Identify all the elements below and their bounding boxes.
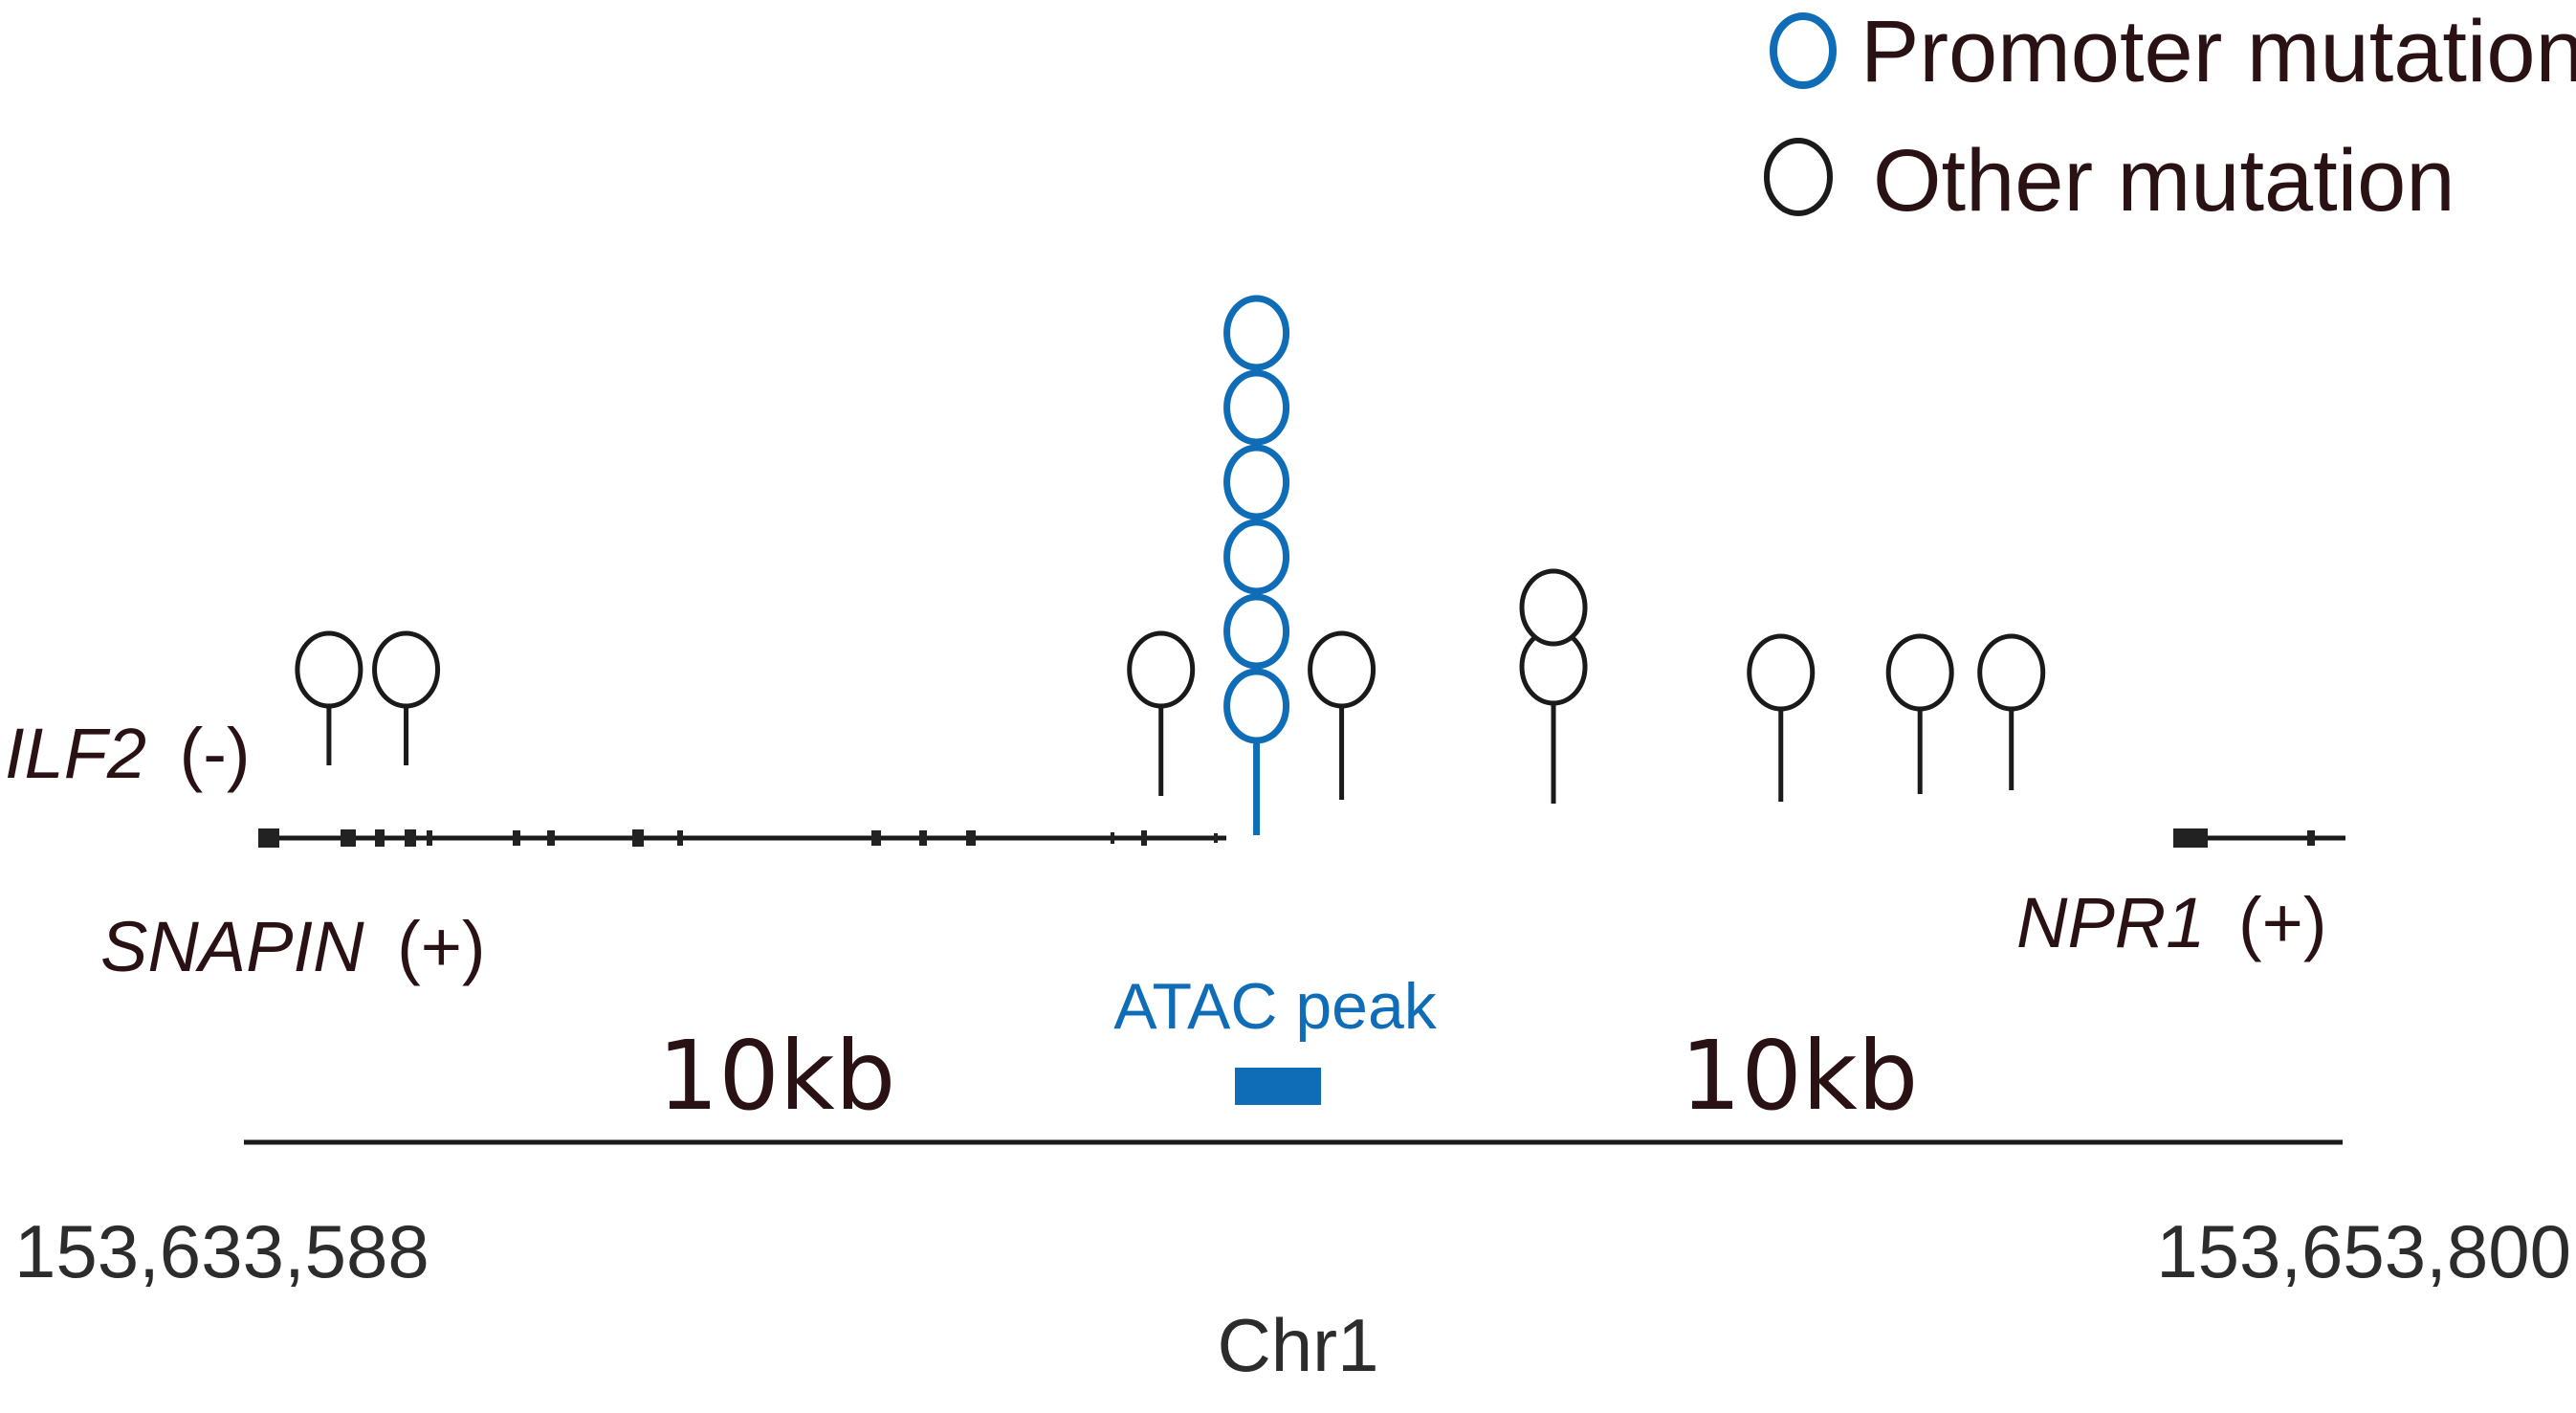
other-mutation-circle [1519, 568, 1588, 647]
other-mutation-circle [1747, 633, 1816, 712]
exon [919, 830, 927, 846]
gene-strand-npr1: (+) [2238, 883, 2327, 962]
other-mutation-circle [1977, 633, 2046, 712]
gene-name-npr1: NPR1 [2016, 883, 2205, 962]
exon [1214, 833, 1218, 843]
promoter-mutation-circle [1223, 519, 1290, 595]
legend-promoter-label: Promoter mutation [1860, 3, 2576, 100]
exon [2307, 830, 2315, 846]
gene-name-snapin: SNAPIN [100, 907, 364, 986]
exon [427, 830, 432, 846]
legend: Promoter mutation Other mutation [1764, 3, 2576, 230]
exon [1141, 830, 1147, 846]
exon [632, 829, 644, 847]
other-mutation-circle [372, 630, 441, 709]
legend-other-label: Other mutation [1873, 132, 2455, 230]
gene-label-ilf2: ILF2 (-) [5, 714, 251, 793]
exon [2173, 828, 2208, 848]
promoter-mutation-circle [1223, 369, 1290, 446]
legend-other-symbol [1764, 138, 1833, 216]
exon [341, 829, 356, 847]
exon [405, 829, 416, 847]
promoter-mutation-circle [1223, 295, 1290, 371]
promoter-mutation-circle [1223, 444, 1290, 520]
gene-track-right [2173, 828, 2345, 848]
scale-label-left: 10kb [658, 1020, 896, 1132]
other-mutation-circle [295, 630, 363, 709]
gene-strand-snapin: (+) [397, 907, 486, 986]
atac-peak-box [1235, 1068, 1321, 1105]
gene-label-npr1: NPR1 (+) [2016, 883, 2326, 962]
promoter-mutation-circle [1223, 593, 1290, 670]
exon [677, 830, 683, 846]
exon [871, 830, 881, 846]
exon [258, 828, 279, 848]
exon [547, 830, 555, 846]
axis-end-coordinate: 153,653,800 [2156, 1209, 2571, 1293]
atac-peak-label: ATAC peak [1113, 970, 1438, 1043]
exon [966, 830, 976, 846]
gene-track-left [258, 828, 1226, 848]
scale-label-right: 10kb [1681, 1020, 1919, 1132]
legend-promoter-symbol [1770, 12, 1837, 89]
mutation-lollipops [295, 295, 2046, 835]
axis-chromosome-label: Chr1 [1217, 1303, 1378, 1387]
axis-start-coordinate: 153,633,588 [14, 1209, 429, 1293]
exon [375, 829, 385, 847]
other-mutation-circle [1885, 633, 1954, 712]
exon [513, 830, 520, 846]
gene-label-snapin: SNAPIN (+) [100, 907, 486, 986]
gene-strand-ilf2: (-) [180, 714, 251, 793]
promoter-mutation-circle [1223, 668, 1290, 744]
exon [1111, 832, 1114, 844]
other-mutation-circle [1127, 630, 1196, 709]
other-mutation-circle [1308, 630, 1376, 709]
gene-name-ilf2: ILF2 [5, 714, 146, 793]
